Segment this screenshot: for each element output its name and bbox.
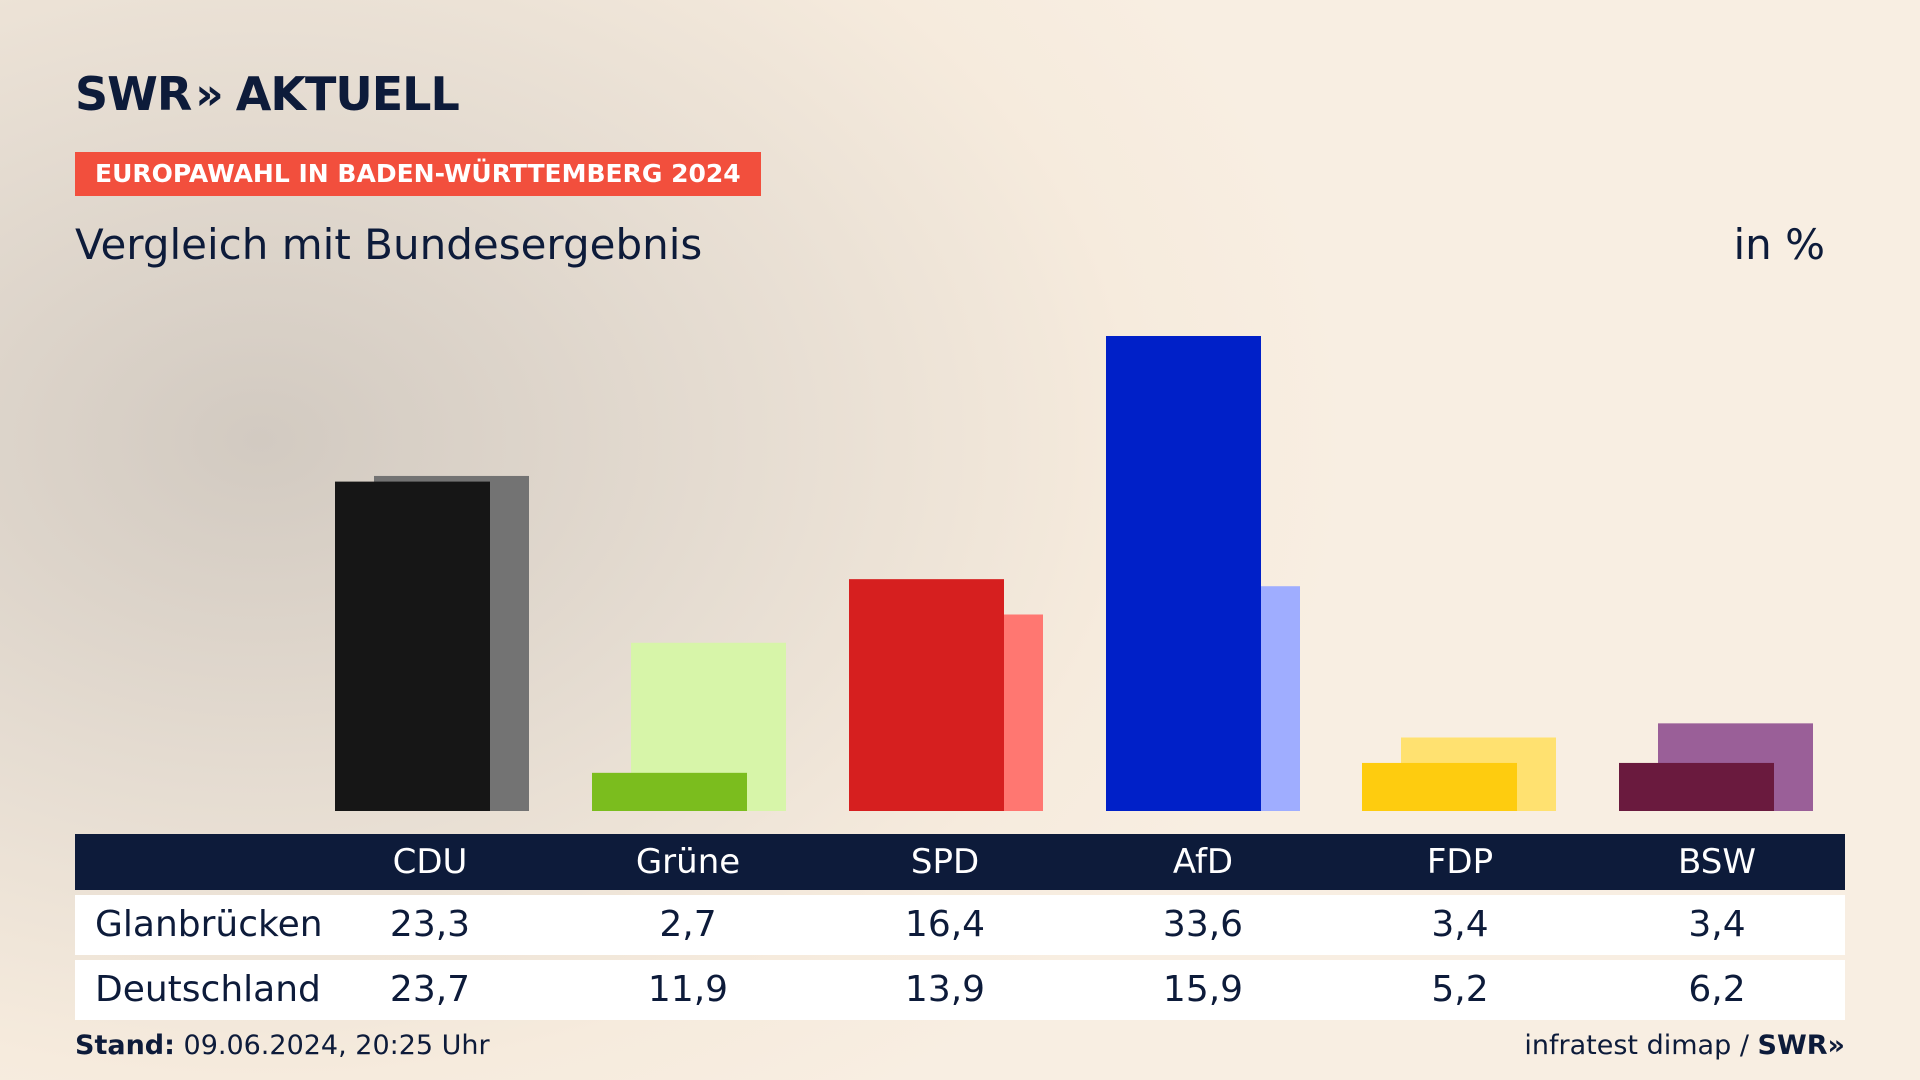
results-table: CDU Grüne SPD AfD FDP BSW Glanbrücken 23,3 2,7…: [75, 834, 1845, 1020]
bar-glanbruecken-afd: [1106, 336, 1261, 811]
bar-chart: [335, 336, 1813, 811]
stand-value: 09.06.2024, 20:25 Uhr: [183, 1030, 490, 1061]
bar-glanbruecken-fdp: [1362, 762, 1517, 811]
swr-aktuell-logo: SWR » AKTUELL: [75, 66, 460, 122]
table-row: Deutschland 23,7 11,9 13,9 15,9 5,2 6,2: [75, 960, 1845, 1020]
table-cell: 2,7: [659, 904, 717, 945]
table-cell: 6,2: [1688, 969, 1746, 1010]
election-tag: EUROPAWAHL IN BADEN-WÜRTTEMBERG 2024: [75, 152, 761, 196]
source-text: infratest dimap: [1524, 1030, 1732, 1061]
chart-subtitle: Vergleich mit Bundesergebnis: [75, 220, 703, 269]
table-cell: 11,9: [647, 969, 729, 1010]
column-header: AfD: [1172, 842, 1234, 882]
column-header: SPD: [910, 842, 980, 882]
table-cell: 3,4: [1431, 904, 1489, 945]
source-credit: infratest dimap / SWR»: [1524, 1030, 1845, 1061]
table-cell: 15,9: [1162, 969, 1244, 1010]
bar-glanbruecken-bsw: [1619, 762, 1774, 811]
bar-glanbruecken-cdu: [335, 481, 490, 811]
logo-text: SWR: [75, 67, 192, 121]
column-header: FDP: [1426, 842, 1494, 882]
table-row: Glanbrücken 23,3 2,7 16,4 33,6 3,4 3,4: [75, 895, 1845, 955]
row-label: Glanbrücken: [95, 904, 323, 945]
source-separator: /: [1739, 1030, 1749, 1061]
column-header: Grüne: [635, 842, 741, 882]
timestamp: Stand: 09.06.2024, 20:25 Uhr: [75, 1030, 490, 1061]
table-header: CDU Grüne SPD AfD FDP BSW: [75, 834, 1845, 890]
table-cell: 33,6: [1162, 904, 1244, 945]
stand-label: Stand:: [75, 1030, 175, 1061]
table-cell: 5,2: [1431, 969, 1489, 1010]
bar-glanbruecken-spd: [849, 579, 1004, 811]
table-cell: 23,3: [389, 904, 471, 945]
table-cell: 16,4: [904, 904, 986, 945]
swr-small-logo: SWR»: [1757, 1030, 1845, 1061]
logo-suffix: AKTUELL: [235, 67, 460, 121]
column-header: BSW: [1678, 842, 1756, 882]
row-label: Deutschland: [95, 969, 321, 1010]
bar-glanbruecken-grüne: [592, 772, 747, 811]
unit-label: in %: [1733, 220, 1825, 269]
column-header: CDU: [392, 842, 468, 882]
table-cell: 3,4: [1688, 904, 1746, 945]
table-cell: 13,9: [904, 969, 986, 1010]
table-cell: 23,7: [389, 969, 471, 1010]
